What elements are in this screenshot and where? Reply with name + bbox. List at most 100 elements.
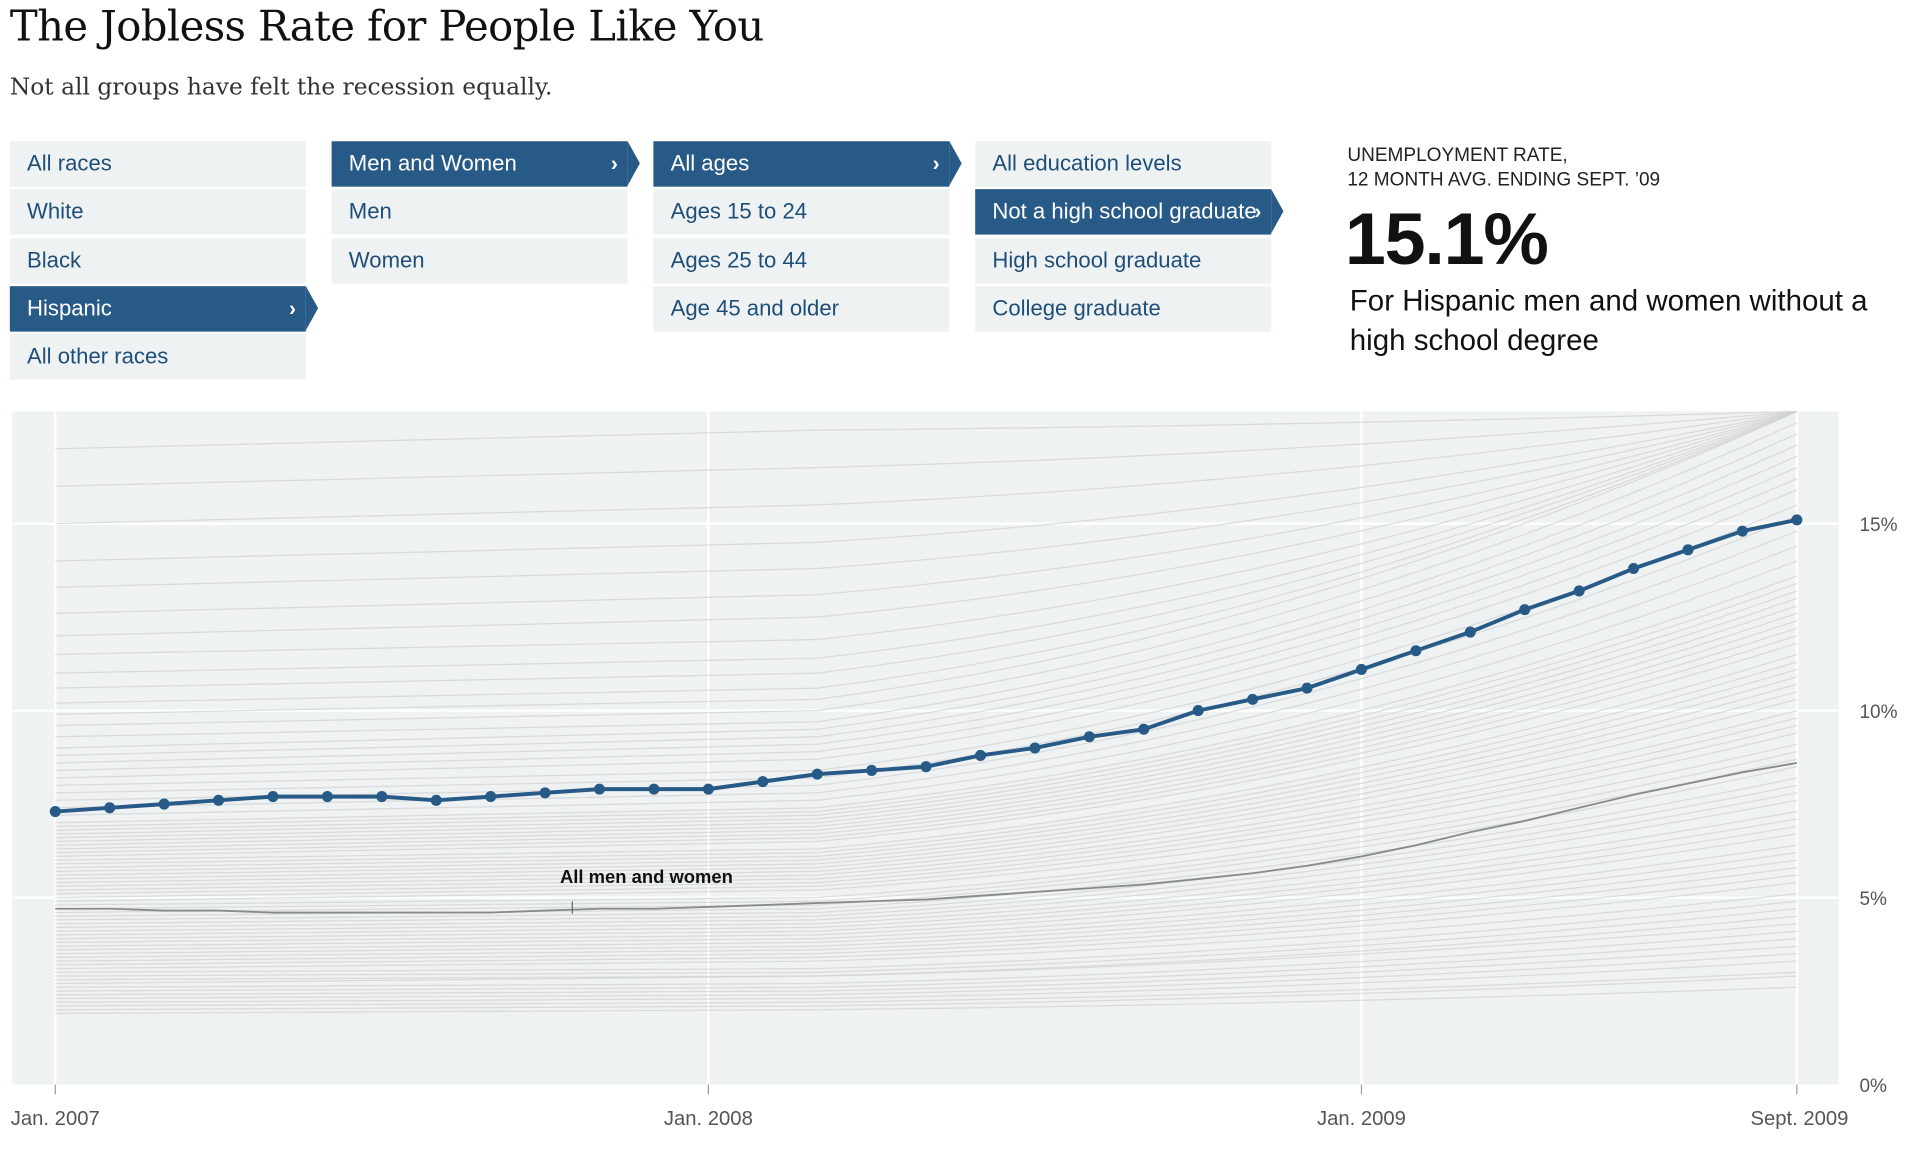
highlight-data-point <box>485 791 497 803</box>
context-series-line <box>55 433 1798 738</box>
race-option[interactable]: All other races <box>9 334 306 380</box>
context-series-line <box>55 668 1798 869</box>
education-option[interactable]: All education levels <box>975 141 1272 187</box>
chevron-right-icon: › <box>932 152 940 176</box>
page-title: The Jobless Rate for People Like You <box>9 2 764 52</box>
context-series-line <box>55 908 1797 977</box>
y-tick-label: 0% <box>1859 1076 1887 1097</box>
race-option[interactable]: Black <box>9 237 306 284</box>
education-option[interactable]: College graduate <box>975 286 1272 332</box>
highlight-data-point <box>1519 604 1531 616</box>
highlight-data-point <box>648 783 660 795</box>
highlight-data-point <box>158 798 170 810</box>
context-series-line <box>55 743 1797 902</box>
highlight-data-point <box>1083 731 1095 743</box>
context-series-line <box>55 938 1797 992</box>
highlight-data-point <box>1301 682 1313 694</box>
context-series-line <box>55 467 1798 764</box>
x-tick-label: Jan. 2009 <box>1317 1108 1406 1130</box>
highlight-data-point <box>974 749 987 761</box>
context-series-line <box>55 717 1798 891</box>
context-series-line <box>55 893 1797 970</box>
context-series-line <box>55 975 1797 1011</box>
context-series-line <box>55 410 1798 637</box>
context-series-line <box>55 545 1798 809</box>
context-series-line <box>55 952 1797 1000</box>
race-option[interactable]: Hispanic › <box>9 286 319 332</box>
age-option[interactable]: Age 45 and older <box>653 286 950 332</box>
context-series-line <box>55 930 1797 988</box>
race-filter-menu: All races White Black Hispanic › All other ra… <box>9 141 319 382</box>
education-filter-menu: All education levels Not a high school gr… <box>975 141 1284 334</box>
age-option[interactable]: Ages 15 to 24 <box>653 189 950 235</box>
context-series-line <box>55 422 1798 727</box>
sex-option-label: Men and Women <box>348 151 517 176</box>
context-series-line <box>55 627 1798 850</box>
highlight-data-point <box>1247 693 1259 705</box>
highlight-data-point <box>104 802 116 814</box>
age-option[interactable]: All ages › <box>653 141 962 187</box>
context-series-line <box>55 653 1798 861</box>
x-tick-label: Jan. 2007 <box>11 1108 100 1130</box>
highlight-data-point <box>321 791 333 803</box>
context-series-line <box>55 504 1798 786</box>
highlight-data-point <box>866 764 878 776</box>
context-series-line <box>55 410 1798 674</box>
age-option-label: Age 45 and older <box>670 295 839 321</box>
context-series-line <box>55 661 1798 865</box>
age-option-label: Ages 15 to 24 <box>670 199 808 224</box>
context-series-line <box>55 683 1798 876</box>
sex-option[interactable]: Women <box>331 237 628 284</box>
context-series-line <box>55 410 1798 689</box>
context-series-line <box>55 410 1798 715</box>
chevron-right-icon: › <box>289 297 296 321</box>
context-series-line <box>55 597 1798 835</box>
highlight-data-point <box>1138 723 1150 735</box>
rate-value: 15.1% <box>1344 197 1549 281</box>
race-option[interactable]: All races <box>9 141 306 187</box>
highlight-data-point <box>539 787 551 799</box>
context-series-line <box>55 732 1797 899</box>
age-option[interactable]: Ages 25 to 44 <box>653 237 950 284</box>
context-series-line <box>55 859 1797 955</box>
sex-option[interactable]: Men and Women › <box>331 141 640 187</box>
context-series-line <box>55 825 1797 940</box>
context-series-line <box>55 766 1797 914</box>
highlight-data-point <box>702 783 714 795</box>
context-series-line <box>55 945 1797 996</box>
race-option-label: Black <box>27 247 82 273</box>
highlight-data-point <box>376 791 388 803</box>
age-option-label: Ages 25 to 44 <box>670 247 808 273</box>
context-series-line <box>55 792 1797 925</box>
context-series-line <box>55 410 1798 704</box>
education-option[interactable]: Not a high school graduate › <box>975 189 1284 235</box>
highlight-data-point <box>1628 562 1640 575</box>
race-option-label: Hispanic <box>27 295 112 321</box>
context-series-line <box>55 642 1798 858</box>
highlight-data-point <box>757 776 769 788</box>
sex-option[interactable]: Men <box>331 189 628 235</box>
rate-label-line2: 12 MONTH AVG. ENDING SEPT. ’09 <box>1347 169 1661 191</box>
context-series-line <box>55 874 1797 962</box>
context-series-line <box>55 900 1797 973</box>
context-series-line <box>55 410 1797 562</box>
context-series-line <box>55 698 1798 884</box>
race-option-label: All other races <box>27 344 169 369</box>
context-series-line <box>55 986 1797 1015</box>
annotation-label: All men and women <box>560 866 733 887</box>
context-series-line <box>55 960 1797 1003</box>
context-series-line <box>55 575 1798 824</box>
rate-label-line1: UNEMPLOYMENT RATE, <box>1347 144 1568 166</box>
context-series-line <box>55 923 1797 985</box>
y-tick-label: 5% <box>1859 889 1887 910</box>
context-series-line <box>55 881 1797 966</box>
plot-background <box>12 411 1839 1085</box>
highlight-data-point <box>1410 645 1422 657</box>
highlight-data-point <box>430 794 442 806</box>
context-series-line <box>55 410 1798 588</box>
education-option[interactable]: High school graduate <box>975 237 1272 284</box>
chevron-right-icon: › <box>610 152 618 176</box>
education-option-label: High school graduate <box>992 247 1202 273</box>
context-series-line <box>55 810 1797 932</box>
race-option[interactable]: White <box>9 189 306 235</box>
